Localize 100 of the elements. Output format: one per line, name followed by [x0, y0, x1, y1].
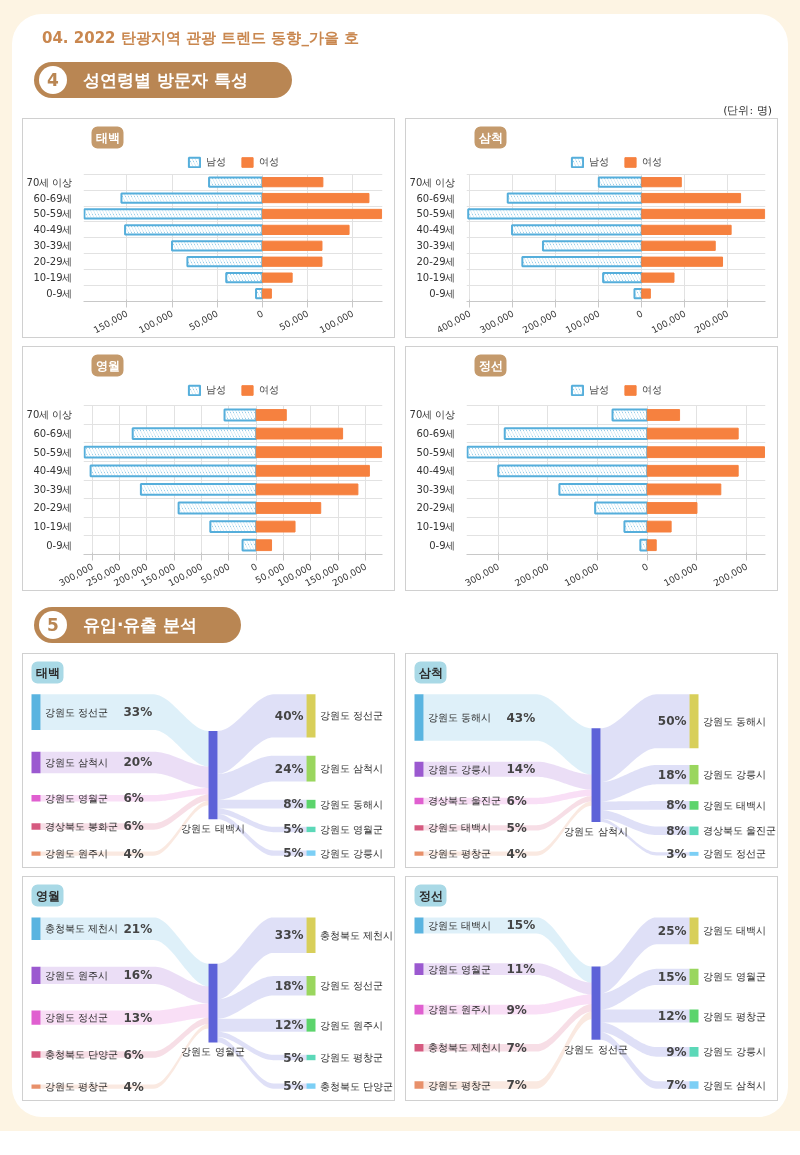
- data-label: 5%: [506, 820, 527, 835]
- data-label: 12%: [657, 1009, 687, 1024]
- data-label: 6%: [123, 791, 144, 806]
- category-label: 강원도 정선군: [319, 980, 383, 992]
- y-tick-label: 20-29세: [416, 502, 456, 514]
- category-label: 강원도 강릉시: [702, 769, 766, 781]
- data-label: 4%: [506, 846, 527, 861]
- category-label: 강원도 삼척시: [319, 763, 383, 775]
- y-tick-label: 20-29세: [416, 256, 456, 268]
- data-label: 3%: [666, 846, 687, 861]
- category-label: 강원도 삼척시: [564, 825, 628, 837]
- category-label: 강원도 동해시: [427, 712, 491, 724]
- y-tick-label: 30-39세: [416, 240, 456, 252]
- category-label: 충청북도 제천시: [44, 923, 118, 935]
- category-label: 강원도 동해시: [702, 715, 766, 727]
- y-tick-label: 60-69세: [33, 428, 73, 440]
- category-label: 강원도 영월군: [702, 971, 766, 983]
- y-tick-label: 0-9세: [46, 288, 73, 300]
- y-tick-label: 10-19세: [416, 521, 456, 533]
- category-label: 강원도 동해시: [319, 798, 383, 810]
- y-tick-label: 50-59세: [416, 208, 456, 220]
- y-tick-label: 30-39세: [33, 240, 73, 252]
- category-label: 충청북도 단양군: [319, 1080, 393, 1092]
- category-label: 충청북도 제천시: [319, 929, 393, 941]
- category-label: 강원도 원주시: [44, 848, 108, 860]
- category-label: 강원도 태백시: [427, 919, 491, 931]
- data-label: 11%: [506, 962, 536, 977]
- y-tick-label: 10-19세: [33, 521, 73, 533]
- data-label: 8%: [666, 798, 687, 813]
- data-label: 21%: [123, 921, 153, 936]
- y-tick-label: 70세 이상: [409, 176, 456, 188]
- data-label: 5%: [283, 822, 304, 837]
- data-label: 9%: [506, 1002, 527, 1017]
- category-label: 강원도 정선군: [702, 848, 766, 860]
- data-label: 9%: [666, 1044, 687, 1059]
- legend-label: 여성: [641, 383, 662, 397]
- chart-title: 삼척: [477, 130, 503, 145]
- data-label: 24%: [274, 761, 304, 776]
- data-label: 18%: [274, 978, 304, 993]
- y-tick-label: 60-69세: [416, 192, 456, 204]
- legend-label: 여성: [641, 155, 662, 169]
- data-label: 50%: [657, 714, 687, 729]
- y-tick-label: 40-49세: [33, 224, 73, 236]
- data-label: 40%: [274, 708, 304, 723]
- y-tick-label: 60-69세: [33, 192, 73, 204]
- category-label: 강원도 영월군: [181, 1046, 245, 1058]
- category-label: 강원도 원주시: [319, 1019, 383, 1031]
- category-label: 경상북도 울진군: [427, 795, 501, 807]
- y-tick-label: 0-9세: [429, 539, 456, 551]
- y-tick-label: 70세 이상: [26, 409, 73, 421]
- data-label: 20%: [123, 755, 153, 770]
- category-label: 강원도 강릉시: [702, 1046, 766, 1058]
- data-label: 5%: [283, 1050, 304, 1065]
- text: (단위: 명): [722, 103, 772, 119]
- category-label: 강원도 평창군: [427, 1079, 491, 1091]
- category-label: 강원도 삼척시: [44, 756, 108, 768]
- category-label: 강원도 영월군: [44, 792, 108, 804]
- category-label: 강원도 태백시: [702, 925, 766, 937]
- text: 영월: [35, 888, 60, 903]
- chart-title: 정선: [478, 358, 503, 373]
- text: 04. 2022 탄광지역 관광 트렌드 동향_가을 호: [41, 28, 360, 49]
- y-tick-label: 40-49세: [416, 465, 456, 477]
- category-label: 강원도 원주시: [427, 1004, 491, 1016]
- data-label: 8%: [666, 823, 687, 838]
- category-label: 강원도 태백시: [181, 823, 245, 835]
- data-label: 6%: [123, 819, 144, 834]
- y-tick-label: 0-9세: [46, 539, 73, 551]
- data-label: 18%: [657, 767, 687, 782]
- data-label: 7%: [666, 1078, 687, 1093]
- category-label: 강원도 삼척시: [702, 1079, 766, 1091]
- x-tick-label: 0: [634, 308, 645, 321]
- x-tick-label: 0: [249, 561, 260, 574]
- y-tick-label: 50-59세: [416, 446, 456, 458]
- y-tick-label: 70세 이상: [26, 176, 73, 188]
- category-label: 강원도 강릉시: [427, 763, 491, 775]
- y-tick-label: 20-29세: [33, 256, 73, 268]
- category-label: 강원도 영월군: [427, 963, 491, 975]
- data-label: 43%: [506, 710, 536, 725]
- data-label: 7%: [506, 1040, 527, 1055]
- text: 태백: [35, 665, 60, 680]
- data-label: 4%: [123, 1079, 144, 1094]
- category-label: 강원도 평창군: [44, 1081, 108, 1093]
- text: 삼척: [417, 665, 443, 680]
- legend-label: 남성: [588, 155, 609, 169]
- y-tick-label: 20-29세: [33, 502, 73, 514]
- category-label: 강원도 태백시: [427, 822, 491, 834]
- x-tick-label: 0: [640, 561, 651, 574]
- y-tick-label: 40-49세: [33, 465, 73, 477]
- category-label: 충청북도 단양군: [44, 1049, 118, 1061]
- data-label: 4%: [123, 846, 144, 861]
- y-tick-label: 50-59세: [33, 208, 73, 220]
- data-label: 6%: [123, 1047, 144, 1062]
- category-label: 강원도 영월군: [319, 823, 383, 835]
- category-label: 강원도 정선군: [44, 706, 108, 718]
- category-label: 강원도 강릉시: [319, 847, 383, 859]
- legend-label: 여성: [258, 383, 279, 397]
- y-tick-label: 60-69세: [416, 428, 456, 440]
- data-label: 14%: [506, 762, 536, 777]
- y-tick-label: 10-19세: [416, 272, 456, 284]
- data-label: 15%: [657, 969, 687, 984]
